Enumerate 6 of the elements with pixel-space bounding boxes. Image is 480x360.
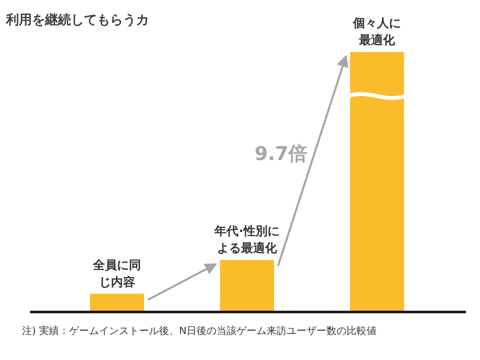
chart-title: 利用を継続してもらうカ bbox=[5, 12, 149, 28]
annotation: 9.7倍 bbox=[254, 143, 308, 165]
x-tick-label: 個々人に最適化 bbox=[352, 16, 401, 47]
x-tick-label: 年代·性別による最適化 bbox=[214, 224, 280, 255]
text: 注) 実績：ゲームインストール後、N日後の当該ゲーム来訪ユーザー数の比較値 bbox=[22, 325, 377, 337]
x-tick-label: 全員に同じ内容 bbox=[92, 258, 141, 289]
